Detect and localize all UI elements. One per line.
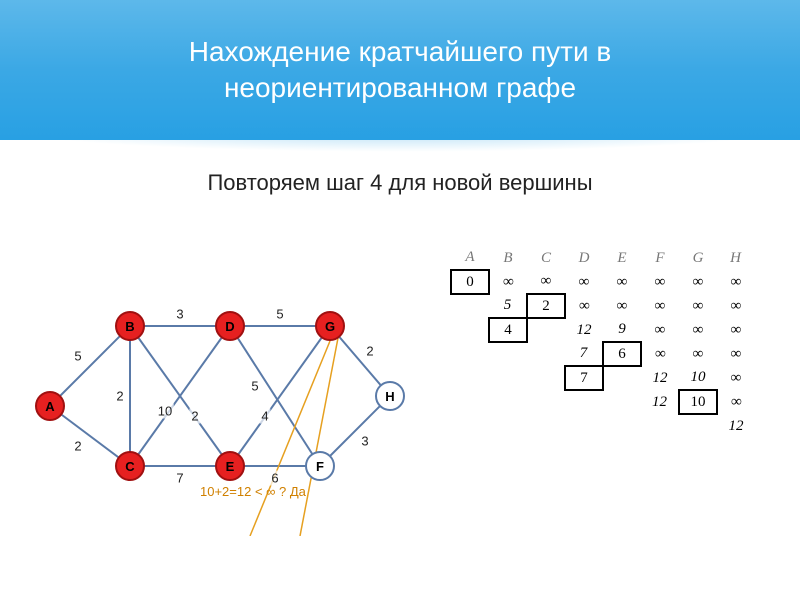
table-cell-r6-c4 [603,414,641,438]
table-cell-r1-c4: ∞ [603,294,641,318]
edge-weight-C-E: 7 [174,471,185,486]
edge-E-G [230,326,330,466]
table-cell-r2-c1: 4 [489,318,527,342]
table-header-F: F [641,246,679,270]
table-cell-r6-c1 [489,414,527,438]
table-header-C: C [527,246,565,270]
table-cell-r6-c6 [679,414,717,438]
table-header-D: D [565,246,603,270]
table-cell-r5-c7: ∞ [717,390,755,414]
table-cell-r0-c5: ∞ [641,270,679,294]
annotation-text: 10+2=12 < ∞ ? Да [200,484,306,499]
node-D: D [215,311,245,341]
table-cell-r2-c0 [451,318,489,342]
node-H: H [375,381,405,411]
table-cell-r2-c4: 9 [603,318,641,342]
table-cell-r3-c3: 7 [565,342,603,366]
table-cell-r3-c4: 6 [603,342,641,366]
table-cell-r6-c3 [565,414,603,438]
table-cell-r1-c7: ∞ [717,294,755,318]
table-cell-r5-c5: 12 [641,390,679,414]
table-cell-r3-c7: ∞ [717,342,755,366]
table-cell-r3-c5: ∞ [641,342,679,366]
edge-weight-E-G: 5 [249,379,260,394]
edge-weight-B-D: 3 [174,307,185,322]
edge-weight-D-G: 5 [274,307,285,322]
edge-weight-D-F: 4 [259,409,270,424]
table-cell-r5-c6: 10 [679,390,717,414]
table-cell-r2-c6: ∞ [679,318,717,342]
table-cell-r2-c3: 12 [565,318,603,342]
table-cell-r4-c5: 12 [641,366,679,390]
table-cell-r0-c2: ∞ [527,270,565,294]
table-cell-r2-c7: ∞ [717,318,755,342]
header: Нахождение кратчайшего пути в неориентир… [0,0,800,140]
edge-weight-G-H: 2 [364,344,375,359]
table-cell-r3-c1 [489,342,527,366]
table-cell-r0-c0: 0 [451,270,489,294]
content-area: ABCDEGFH 52231027545623 10+2=12 < ∞ ? Да… [0,196,800,616]
title-line2: неориентированном графе [224,72,576,103]
table-header-G: G [679,246,717,270]
edge-weight-A-B: 5 [72,349,83,364]
table-cell-r2-c2 [527,318,565,342]
table-header-H: H [717,246,755,270]
table-cell-r5-c1 [489,390,527,414]
table-cell-r5-c0 [451,390,489,414]
table-header-E: E [603,246,641,270]
node-G: G [315,311,345,341]
table-cell-r0-c6: ∞ [679,270,717,294]
table-cell-r5-c3 [565,390,603,414]
edge-weight-C-D: 2 [189,409,200,424]
edge-weight-B-C: 2 [114,389,125,404]
table-cell-r0-c3: ∞ [565,270,603,294]
node-F: F [305,451,335,481]
table-cell-r0-c4: ∞ [603,270,641,294]
edge-weight-B-E: 10 [156,404,174,419]
table-cell-r4-c0 [451,366,489,390]
table-cell-r1-c2: 2 [527,294,565,318]
page-title: Нахождение кратчайшего пути в неориентир… [189,34,612,107]
table-cell-r6-c5 [641,414,679,438]
table-cell-r3-c0 [451,342,489,366]
table-cell-r4-c3: 7 [565,366,603,390]
node-C: C [115,451,145,481]
table-cell-r2-c5: ∞ [641,318,679,342]
table-cell-r1-c0 [451,294,489,318]
table-cell-r0-c7: ∞ [717,270,755,294]
table-cell-r0-c1: ∞ [489,270,527,294]
table-cell-r3-c6: ∞ [679,342,717,366]
node-B: B [115,311,145,341]
table-cell-r5-c2 [527,390,565,414]
subtitle: Повторяем шаг 4 для новой вершины [0,170,800,196]
table-cell-r1-c1: 5 [489,294,527,318]
table-cell-r6-c2 [527,414,565,438]
edge-D-F [230,326,320,466]
table-cell-r1-c5: ∞ [641,294,679,318]
table-cell-r4-c7: ∞ [717,366,755,390]
table-cell-r4-c2 [527,366,565,390]
node-A: A [35,391,65,421]
table-cell-r3-c2 [527,342,565,366]
node-E: E [215,451,245,481]
table-header-A: A [451,246,489,270]
table-cell-r6-c0 [451,414,489,438]
table-cell-r1-c3: ∞ [565,294,603,318]
table-cell-r4-c4 [603,366,641,390]
edge-weight-A-C: 2 [72,439,83,454]
table-header-B: B [489,246,527,270]
table-cell-r5-c4 [603,390,641,414]
table-cell-r6-c7: 12 [717,414,755,438]
title-line1: Нахождение кратчайшего пути в [189,36,612,67]
distance-table: ABCDEFGH0∞∞∞∞∞∞∞52∞∞∞∞∞4129∞∞∞76∞∞∞71210… [450,246,770,438]
table-cell-r4-c6: 10 [679,366,717,390]
table-cell-r1-c6: ∞ [679,294,717,318]
edge-weight-F-H: 3 [359,434,370,449]
table-cell-r4-c1 [489,366,527,390]
